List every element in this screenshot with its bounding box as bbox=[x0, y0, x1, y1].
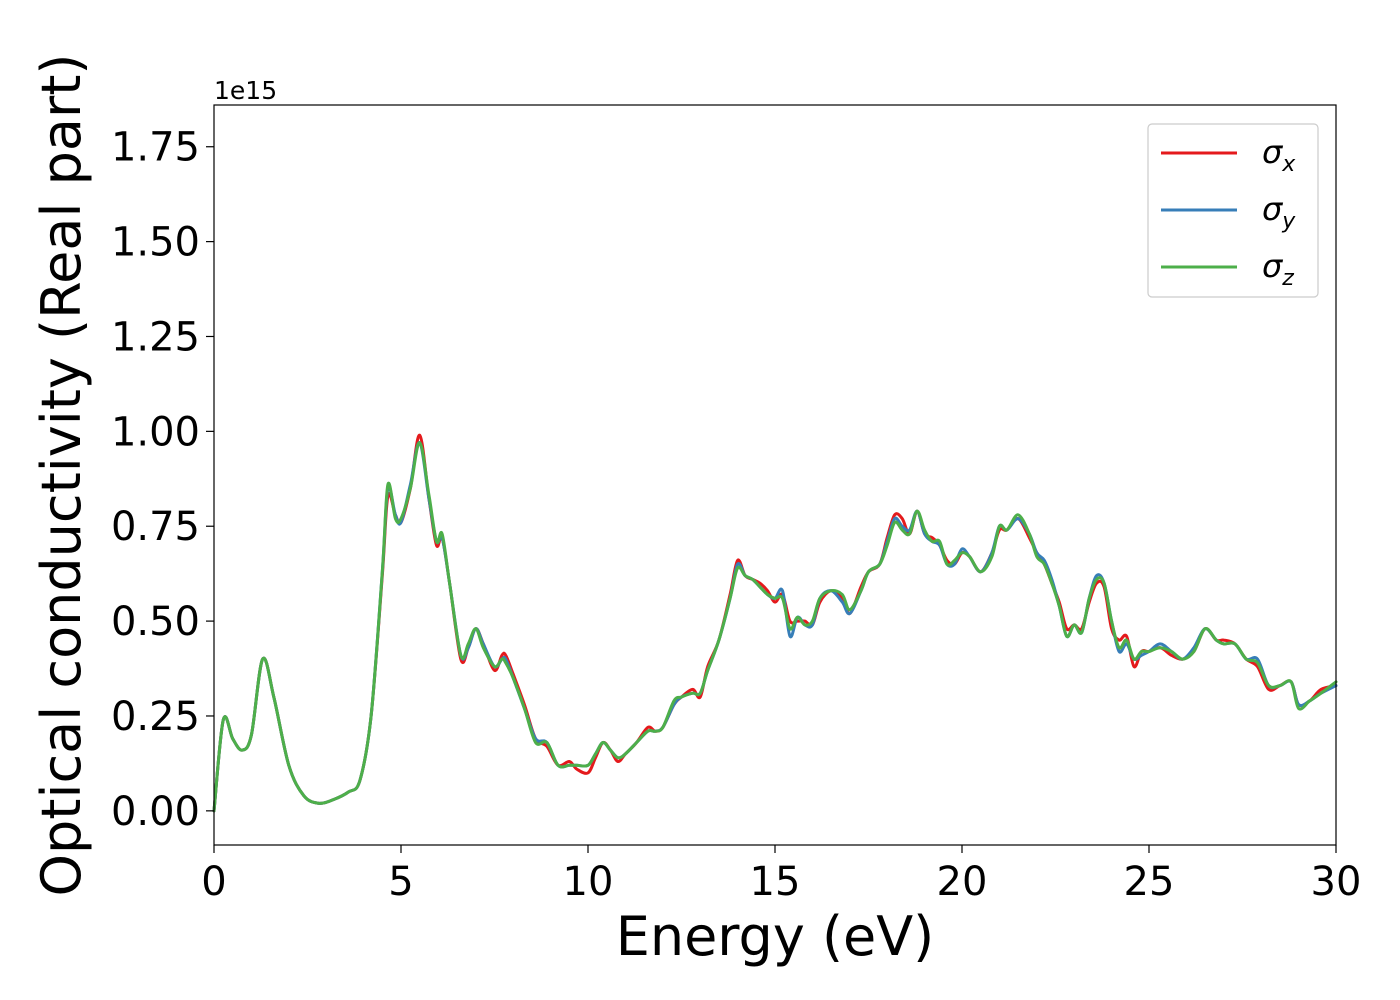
series-line-z bbox=[212, 441, 1338, 813]
x-tick-label: 20 bbox=[937, 859, 988, 905]
y-tick-label: 1.75 bbox=[111, 125, 200, 171]
y-tick-label: 0.75 bbox=[111, 504, 200, 550]
y-axis-title: Optical conductivity (Real part) bbox=[30, 54, 93, 897]
y-tick-label: 0.50 bbox=[111, 599, 200, 645]
y-offset-label: 1e15 bbox=[214, 76, 277, 105]
x-axis: 0 5 10 15 20 25 30 bbox=[201, 845, 1361, 905]
y-tick-label: 1.50 bbox=[111, 220, 200, 266]
x-axis-title: Energy (eV) bbox=[616, 905, 935, 968]
x-tick-label: 5 bbox=[388, 859, 413, 905]
y-axis: 0.00 0.25 0.50 0.75 1.00 1.25 1.50 1.75 bbox=[111, 125, 214, 835]
x-tick-label: 30 bbox=[1311, 859, 1362, 905]
series-layer bbox=[212, 433, 1338, 813]
x-tick-label: 0 bbox=[201, 859, 226, 905]
y-tick-label: 0.00 bbox=[111, 789, 200, 835]
y-tick-label: 1.00 bbox=[111, 409, 200, 455]
y-tick-label: 1.25 bbox=[111, 314, 200, 360]
legend-label-z: σz bbox=[1262, 247, 1294, 291]
y-tick-label: 0.25 bbox=[111, 694, 200, 740]
x-tick-label: 15 bbox=[750, 859, 801, 905]
x-tick-label: 25 bbox=[1124, 859, 1175, 905]
legend-label-x: σx bbox=[1262, 133, 1296, 177]
legend-label-y: σy bbox=[1262, 190, 1296, 234]
x-tick-label: 10 bbox=[563, 859, 614, 905]
legend: σx σy σz bbox=[1147, 123, 1319, 298]
